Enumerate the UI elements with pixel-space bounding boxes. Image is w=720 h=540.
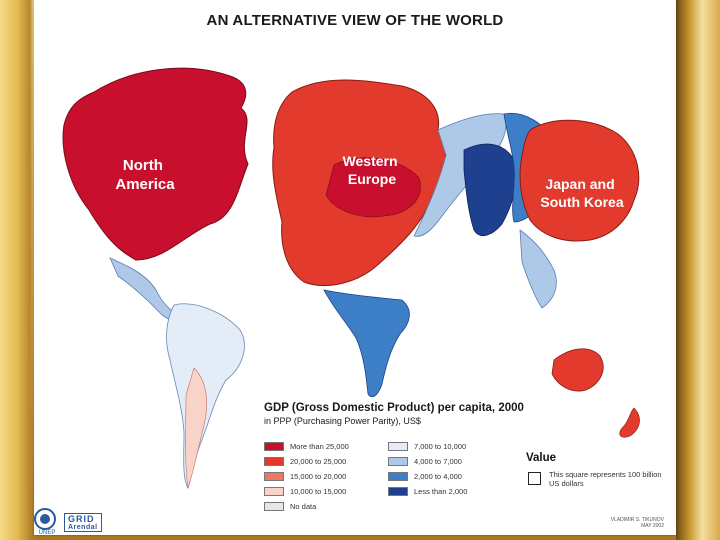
legend-swatch xyxy=(388,442,408,452)
north-america-label: North America xyxy=(115,157,175,193)
legend-swatch xyxy=(264,457,284,467)
legend-label: 7,000 to 10,000 xyxy=(414,442,467,452)
legend-swatch xyxy=(264,487,284,497)
grid-arendal-logo: GRID Arendal xyxy=(64,513,102,532)
legend-swatch xyxy=(388,487,408,497)
legend-label: 10,000 to 15,000 xyxy=(290,487,347,497)
australia-shape xyxy=(551,348,604,392)
legend-label: 2,000 to 4,000 xyxy=(414,472,462,482)
legend-row: 2,000 to 4,000 xyxy=(388,470,467,484)
europe-darker-region xyxy=(325,157,421,218)
credit-date: MAY 2002 xyxy=(641,523,664,529)
unep-emblem-icon xyxy=(34,508,56,530)
value-title: Value xyxy=(526,452,557,464)
legend-right-column: 7,000 to 10,000 4,000 to 7,000 2,000 to … xyxy=(388,440,467,500)
western-europe-label: Western Europe xyxy=(343,153,402,187)
africa-shape xyxy=(323,289,410,398)
arendal-logo-text: Arendal xyxy=(68,524,98,531)
southeast-asia-shape xyxy=(519,229,557,309)
legend-label: Less than 2,000 xyxy=(414,487,468,497)
footer-logos: UNEP GRID Arendal xyxy=(34,508,102,537)
legend-row: 20,000 to 25,000 xyxy=(264,455,349,469)
legend-swatch xyxy=(264,502,284,512)
legend-label: 20,000 to 25,000 xyxy=(290,457,347,467)
map-title: AN ALTERNATIVE VIEW OF THE WORLD xyxy=(206,12,504,29)
north-america-shape xyxy=(62,67,249,261)
legend-label: 15,000 to 20,000 xyxy=(290,472,347,482)
credit-author: VLADIMIR S. TIKUNOV xyxy=(610,517,664,523)
legend-row: Less than 2,000 xyxy=(388,485,467,499)
legend-title: GDP (Gross Domestic Product) per capita,… xyxy=(264,402,524,414)
south-america-south-shape xyxy=(185,367,207,489)
legend-row: More than 25,000 xyxy=(264,440,349,454)
legend-swatch xyxy=(388,457,408,467)
grid-logo-text: GRID xyxy=(68,514,95,524)
legend-label: No data xyxy=(290,502,317,512)
new-zealand-shape xyxy=(619,407,640,438)
legend-label: 4,000 to 7,000 xyxy=(414,457,462,467)
japan-korea-shape xyxy=(519,119,640,242)
legend-label: More than 25,000 xyxy=(290,442,349,452)
legend-row: 7,000 to 10,000 xyxy=(388,440,467,454)
map-card: AN ALTERNATIVE VIEW OF THE WORLD North A… xyxy=(34,0,676,535)
legend-swatch xyxy=(264,442,284,452)
cartogram-map: North America Western Europe Japan and S… xyxy=(62,67,640,489)
legend-swatch xyxy=(388,472,408,482)
legend-row: 15,000 to 20,000 xyxy=(264,470,349,484)
unep-logo-text: UNEP xyxy=(38,530,56,536)
legend-row: No data xyxy=(264,500,349,514)
slide-edge-decoration xyxy=(676,0,720,540)
legend: GDP (Gross Domestic Product) per capita,… xyxy=(264,402,664,512)
japan-korea-label: Japan and South Korea xyxy=(540,176,623,210)
legend-row: 4,000 to 7,000 xyxy=(388,455,467,469)
value-square-symbol xyxy=(528,472,541,485)
legend-row: 10,000 to 15,000 xyxy=(264,485,349,499)
map-credit: VLADIMIR S. TIKUNOV MAY 2002 xyxy=(611,517,664,529)
legend-swatch xyxy=(264,472,284,482)
legend-left-column: More than 25,000 20,000 to 25,000 15,000… xyxy=(264,440,349,515)
unep-logo: UNEP xyxy=(34,508,60,537)
legend-subtitle: in PPP (Purchasing Power Parity), US$ xyxy=(264,416,421,426)
south-asia-shape xyxy=(463,143,517,237)
value-note: This square represents 100 billion US do… xyxy=(549,470,662,488)
